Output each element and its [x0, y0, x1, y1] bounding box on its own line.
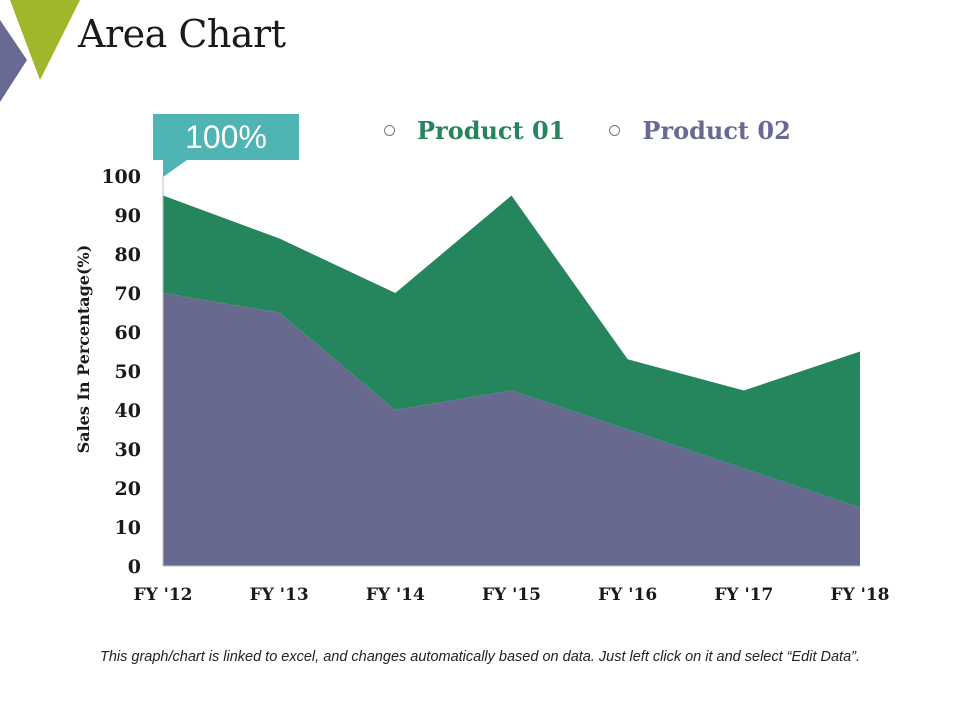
legend-label-product-02: Product 02	[642, 116, 791, 145]
y-tick-label: 50	[115, 361, 141, 383]
y-tick-label: 0	[128, 556, 141, 578]
corner-slate-shape	[0, 20, 27, 102]
corner-green-triangle	[10, 0, 80, 80]
slide-title: Area Chart	[78, 12, 286, 56]
y-tick-label: 80	[115, 244, 141, 266]
callout-shape	[153, 114, 299, 177]
y-tick-label: 30	[115, 439, 141, 461]
x-tick-label: FY '14	[366, 585, 425, 605]
x-tick-label: FY '17	[714, 585, 773, 605]
area-product-01	[163, 195, 860, 508]
area-product-02	[163, 293, 860, 566]
x-tick-label: FY '12	[134, 585, 193, 605]
y-tick-label: 20	[115, 478, 141, 500]
legend-item-product-01: Product 01	[384, 116, 565, 145]
x-tick-label: FY '18	[831, 585, 890, 605]
legend-marker-icon	[609, 125, 621, 136]
callout-label: 100%	[185, 118, 267, 155]
footer-note: This graph/chart is linked to excel, and…	[99, 649, 861, 665]
y-tick-label: 100	[101, 166, 141, 188]
legend-marker-icon	[384, 125, 395, 136]
y-tick-label: 70	[115, 283, 141, 305]
corner-decoration	[0, 0, 80, 102]
y-tick-label: 40	[115, 400, 141, 422]
x-tick-label: FY '16	[598, 585, 657, 605]
x-tick-label: FY '13	[250, 585, 309, 605]
y-axis-label: Sales In Percentage(%)	[74, 245, 93, 454]
y-tick-label: 90	[115, 205, 141, 227]
y-tick-label: 60	[115, 322, 141, 344]
legend-label-product-01: Product 01	[417, 116, 566, 145]
y-tick-label: 10	[115, 517, 141, 539]
x-tick-label: FY '15	[482, 585, 541, 605]
legend-item-product-02: Product 02	[609, 116, 791, 145]
chart-legend: Product 01 Product 02	[384, 116, 835, 145]
